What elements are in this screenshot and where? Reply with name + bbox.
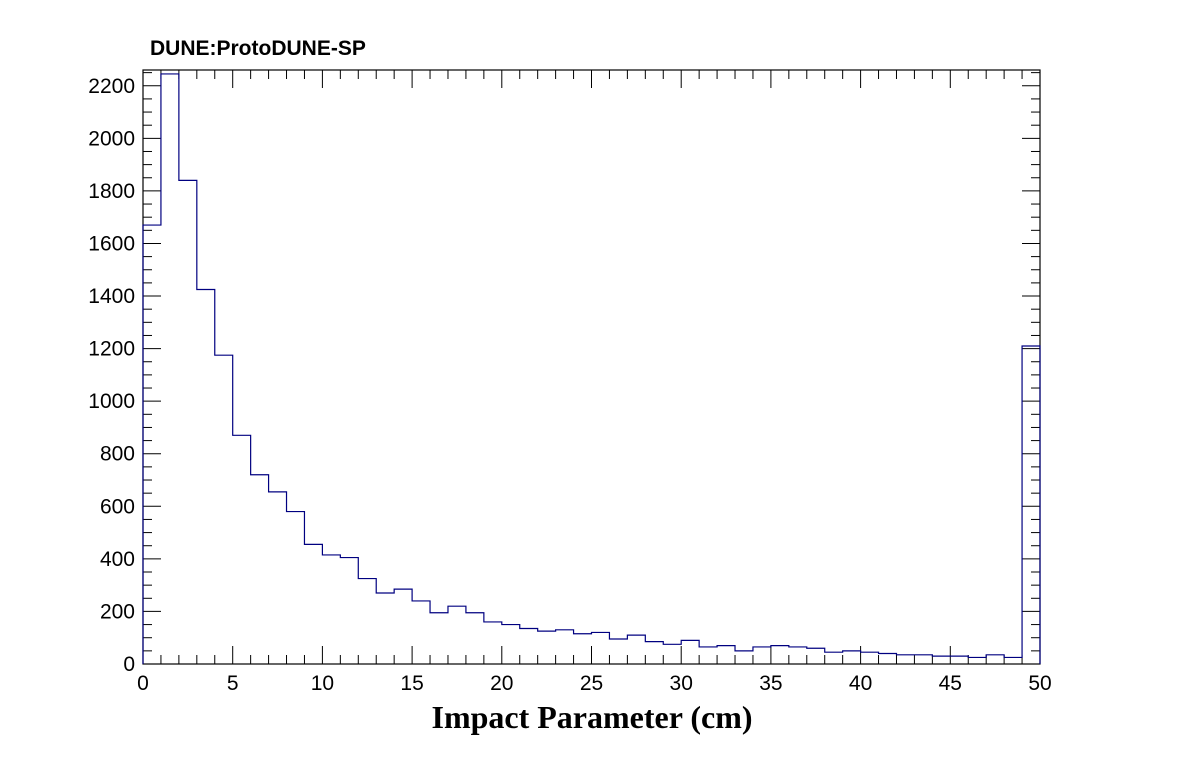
x-tick-label: 5 — [227, 672, 239, 695]
histogram-bin — [430, 613, 448, 664]
histogram-bin — [448, 606, 466, 664]
histogram-bin — [699, 647, 717, 664]
histogram-bin — [179, 180, 197, 664]
x-tick-label: 45 — [939, 672, 962, 695]
y-axis: 0 200 400 600 800 1000 1200 1400 1600 1800 2000 220… — [88, 72, 1040, 676]
y-tick-label: 200 — [100, 600, 135, 623]
histogram-bin — [215, 355, 233, 664]
x-tick-label: 30 — [670, 672, 693, 695]
histogram-bin — [843, 651, 861, 664]
histogram-bin — [645, 642, 663, 664]
histogram-bin — [717, 646, 735, 664]
y-tick-label: 2000 — [88, 127, 135, 150]
y-tick-label: 1000 — [88, 390, 135, 413]
histogram-bin — [1004, 657, 1022, 664]
chart-title: DUNE:ProtoDUNE-SP — [150, 37, 366, 60]
histogram-bin — [394, 589, 412, 664]
histogram-bin — [412, 601, 430, 664]
x-tick-label: 25 — [580, 672, 603, 695]
histogram-bin — [304, 544, 322, 664]
histogram-bin — [663, 644, 681, 664]
histogram-bin — [950, 656, 968, 664]
x-tick-label: 0 — [137, 672, 149, 695]
histogram-bin — [322, 555, 340, 664]
histogram-bin — [466, 613, 484, 664]
histogram-bin — [161, 74, 179, 664]
histogram-bin — [789, 647, 807, 664]
histogram-bin — [358, 579, 376, 664]
x-tick-label: 20 — [490, 672, 513, 695]
histogram-bin — [681, 640, 699, 664]
histogram-bin — [287, 512, 305, 664]
histogram-bin — [484, 622, 502, 664]
histogram-bins — [143, 74, 1040, 664]
y-tick-label: 0 — [123, 653, 135, 676]
y-tick-label: 400 — [100, 548, 135, 571]
histogram-bin — [735, 651, 753, 664]
histogram-bin — [197, 289, 215, 664]
x-tick-label: 50 — [1028, 672, 1051, 695]
y-tick-label: 1400 — [88, 285, 135, 308]
histogram-bin — [502, 625, 520, 664]
histogram-bin — [233, 435, 251, 664]
y-tick-label: 1600 — [88, 232, 135, 255]
histogram-bin — [376, 593, 394, 664]
x-axis: 0 5 10 15 20 25 30 35 40 45 50 — [137, 70, 1052, 695]
y-tick-label: 1200 — [88, 338, 135, 361]
y-tick-label: 800 — [100, 443, 135, 466]
x-tick-label: 15 — [400, 672, 423, 695]
x-tick-label: 35 — [759, 672, 782, 695]
x-tick-label: 10 — [311, 672, 334, 695]
histogram-bin — [968, 657, 986, 664]
histogram-bin — [251, 475, 269, 664]
histogram-bin — [340, 558, 358, 664]
plot-frame — [142, 69, 1041, 665]
y-tick-label: 1800 — [88, 180, 135, 203]
histogram-bin — [825, 652, 843, 664]
y-tick-label: 2200 — [88, 75, 135, 98]
histogram-bin — [807, 648, 825, 664]
x-tick-label: 40 — [849, 672, 872, 695]
histogram-bin — [556, 630, 574, 664]
histogram-bin — [520, 629, 538, 664]
histogram-bin — [574, 634, 592, 664]
histogram-bin — [896, 655, 914, 664]
histogram-bin — [861, 652, 879, 664]
histogram-bin — [771, 646, 789, 664]
histogram-bin — [627, 635, 645, 664]
x-axis-label: Impact Parameter (cm) — [431, 699, 752, 735]
histogram-bin — [879, 653, 897, 664]
histogram-bin — [1022, 346, 1040, 664]
histogram-bin — [932, 656, 950, 664]
histogram-outline — [142, 73, 1041, 664]
histogram-bin — [592, 632, 610, 664]
histogram-bin — [609, 639, 627, 664]
histogram-bin — [753, 647, 771, 664]
y-tick-label: 600 — [100, 495, 135, 518]
histogram-bin — [269, 492, 287, 664]
histogram-bin — [538, 631, 556, 664]
histogram-bin — [914, 655, 932, 664]
histogram-bin — [986, 655, 1004, 664]
